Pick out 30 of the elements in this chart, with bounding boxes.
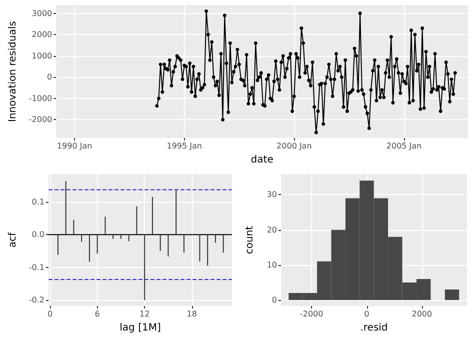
x-tick-label: 18 — [186, 310, 197, 318]
y-tick-label: 10 — [266, 260, 277, 270]
y-axis-title: Innovation residuals — [8, 21, 18, 122]
x-tick-label: 0 — [364, 310, 370, 318]
x-tick-label: 1995 Jan — [166, 142, 202, 150]
x-tick-label: 2000 — [412, 310, 432, 318]
y-tick-label: -2000 — [28, 115, 52, 124]
y-tick-label: 20 — [266, 225, 277, 234]
y-tick-label: -0.1 — [28, 262, 45, 272]
y-tick-label: 3000 — [32, 8, 52, 18]
y-tick-label: 1000 — [32, 51, 52, 60]
y-tick-label: -1000 — [28, 94, 52, 103]
x-tick-label: 2000 Jan — [276, 142, 312, 150]
x-tick-label: 2005 Jan — [386, 142, 422, 150]
x-tick-label: 6 — [94, 310, 100, 318]
y-tick-label: -0.2 — [28, 296, 45, 305]
x-tick-label: 1990 Jan — [56, 142, 92, 150]
x-axis-title: date — [250, 154, 274, 166]
x-tick-label: -2000 — [300, 310, 324, 318]
y-axis-title: acf — [8, 232, 18, 248]
y-tick-label: 2000 — [32, 30, 52, 40]
y-tick-label: 0.1 — [32, 197, 45, 206]
x-tick-label: 12 — [139, 310, 150, 318]
y-tick-label: 30 — [266, 190, 277, 200]
y-axis-title: count — [244, 226, 256, 254]
x-axis-title: lag [1M] — [120, 322, 161, 334]
y-tick-label: 0.0 — [32, 230, 45, 240]
y-tick-label: 0 — [47, 72, 52, 82]
y-tick-label: 0 — [272, 296, 277, 305]
x-axis-title: .resid — [360, 322, 388, 334]
